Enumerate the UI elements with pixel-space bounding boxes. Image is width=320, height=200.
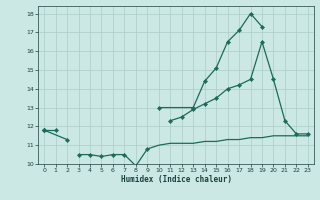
X-axis label: Humidex (Indice chaleur): Humidex (Indice chaleur) bbox=[121, 175, 231, 184]
